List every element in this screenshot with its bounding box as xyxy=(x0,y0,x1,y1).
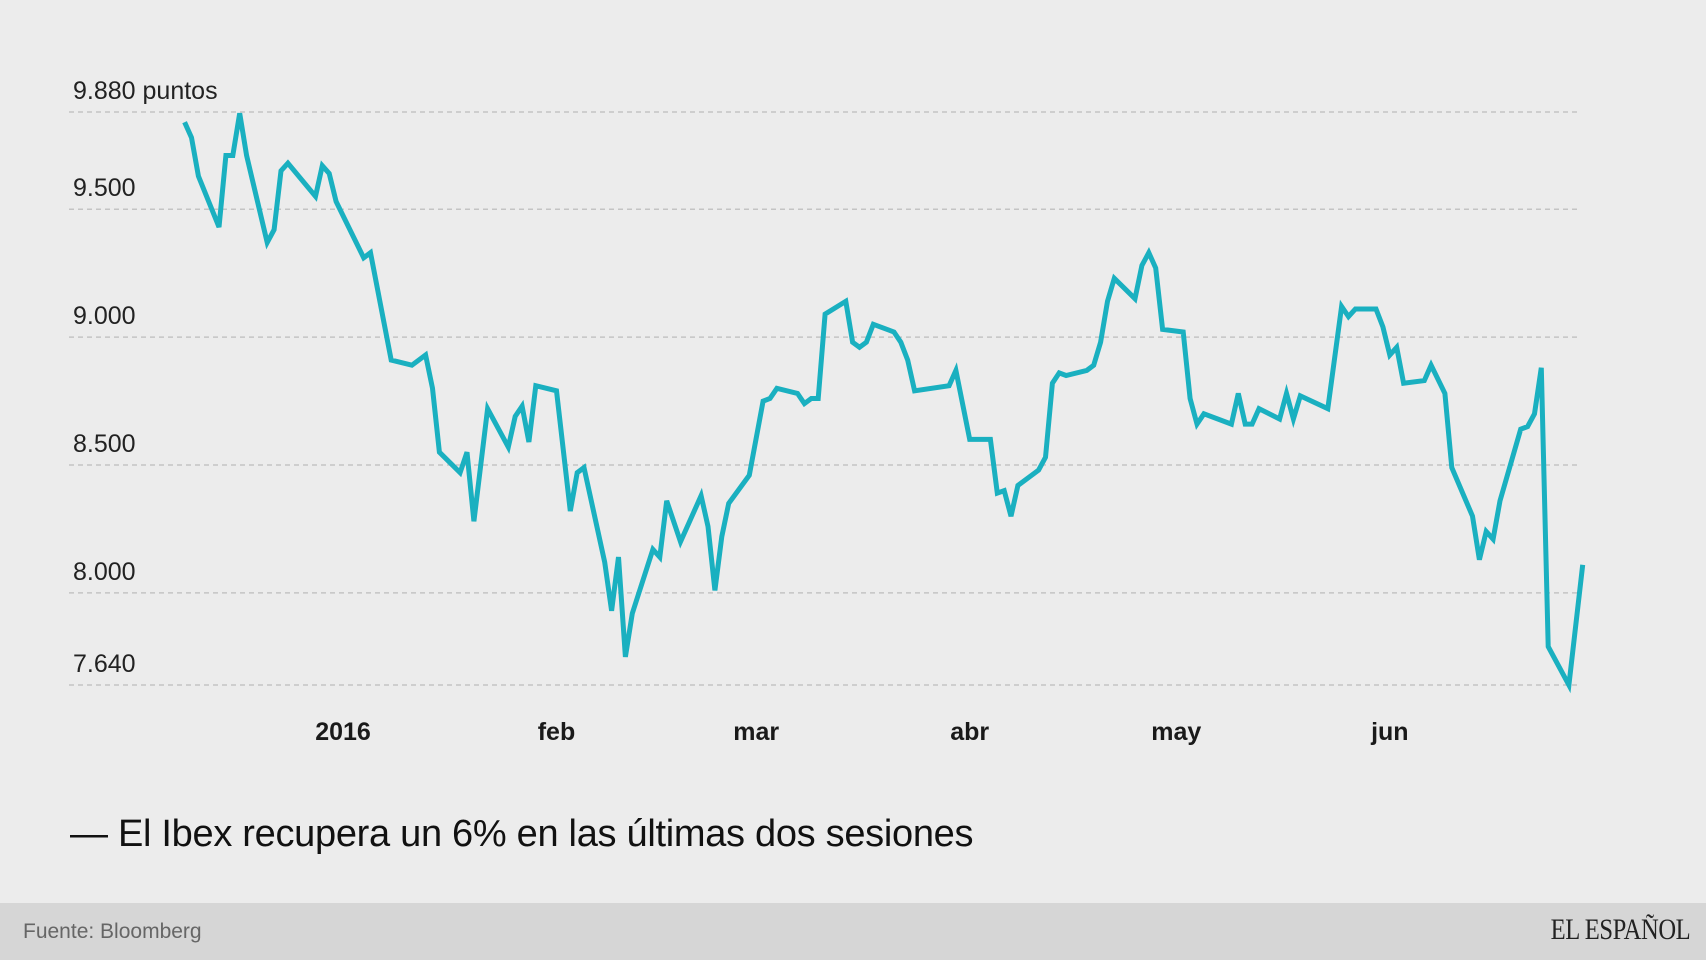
x-tick-label: feb xyxy=(538,718,576,746)
chart-headline: — El Ibex recupera un 6% en las últimas … xyxy=(70,813,974,855)
y-axis-labels: 9.880 puntos 9.500 9.000 8.500 8.000 7.640 xyxy=(73,77,218,678)
y-tick-label: 7.640 xyxy=(73,650,136,678)
series-line xyxy=(182,112,1586,694)
source-note: Fuente: Bloomberg xyxy=(23,920,202,943)
y-tick-label: 9.500 xyxy=(73,174,136,202)
el-espanol-logo: EL ESPAÑOL xyxy=(1550,913,1690,946)
x-tick-label: jun xyxy=(1370,718,1409,746)
y-tick-label: 9.000 xyxy=(73,302,136,330)
line-chart: 9.880 puntos 9.500 9.000 8.500 8.000 7.640 20… xyxy=(69,77,1586,746)
x-tick-label: 2016 xyxy=(315,718,371,746)
x-tick-label: mar xyxy=(733,718,779,746)
series-ibex xyxy=(182,112,1586,694)
y-tick-label: 9.880 puntos xyxy=(73,77,218,105)
x-tick-label: abr xyxy=(950,718,989,746)
footer-bar: Fuente: Bloomberg EL ESPAÑOL xyxy=(0,903,1706,960)
x-tick-label: may xyxy=(1151,718,1201,746)
y-tick-label: 8.500 xyxy=(73,430,136,458)
x-axis-labels: 2016 feb mar abr may jun xyxy=(315,718,1408,746)
y-tick-label: 8.000 xyxy=(73,558,136,586)
gridlines xyxy=(69,111,1580,686)
